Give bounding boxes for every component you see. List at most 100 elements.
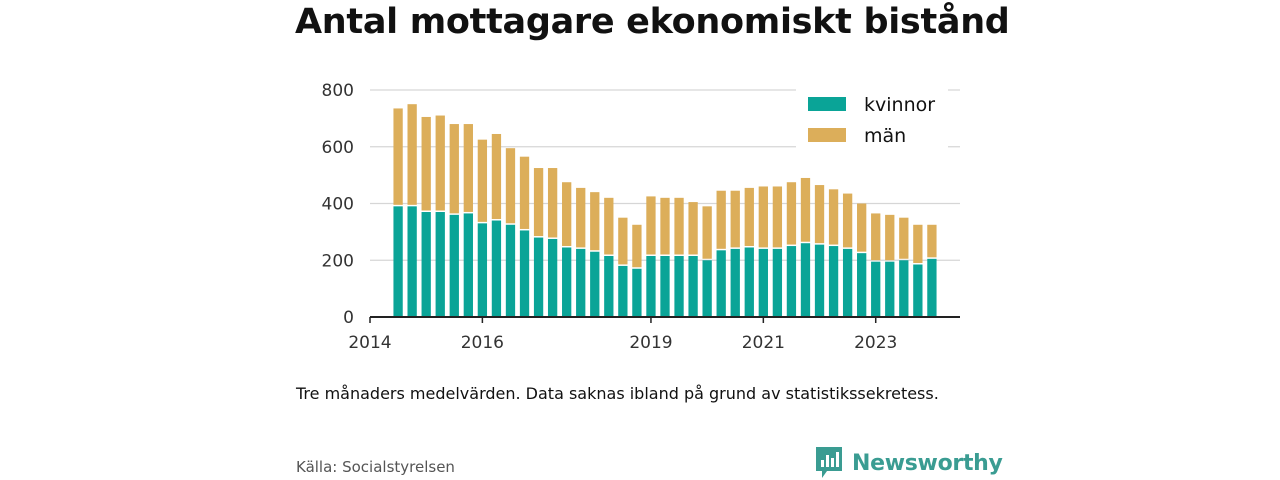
source-label: Källa: Socialstyrelsen xyxy=(296,458,455,476)
bar-man xyxy=(632,225,641,267)
bar-man xyxy=(562,182,571,246)
bar-man xyxy=(464,124,473,212)
bar-man xyxy=(745,188,754,246)
bar-kvinnor xyxy=(534,238,543,317)
bar-kvinnor xyxy=(506,225,515,317)
y-tick-label: 200 xyxy=(322,251,354,271)
legend-swatch xyxy=(808,128,846,142)
bar-kvinnor xyxy=(590,252,599,317)
bar-man xyxy=(787,182,796,244)
bar-man xyxy=(492,134,501,219)
y-tick-label: 800 xyxy=(322,81,354,101)
bar-kvinnor xyxy=(548,239,557,317)
bar-man xyxy=(688,202,697,254)
bar-kvinnor xyxy=(436,212,445,317)
brand-logo[interactable]: Newsworthy xyxy=(814,446,1003,480)
y-axis: 0 200 400 600 800 xyxy=(322,81,354,328)
bar-man xyxy=(717,191,726,249)
bar-kvinnor xyxy=(393,206,402,317)
bar-kvinnor xyxy=(773,249,782,317)
legend: kvinnor män xyxy=(796,88,948,148)
brand-name: Newsworthy xyxy=(852,451,1003,476)
x-tick-label: 2023 xyxy=(854,333,897,353)
bar-man xyxy=(393,108,402,204)
bar-kvinnor xyxy=(688,256,697,317)
bar-man xyxy=(436,116,445,211)
chart-note: Tre månaders medelvärden. Data saknas ib… xyxy=(296,384,939,403)
legend-swatch xyxy=(808,97,846,111)
bar-man xyxy=(702,206,711,258)
bar-kvinnor xyxy=(618,266,627,317)
bar-kvinnor xyxy=(843,249,852,317)
bar-man xyxy=(857,204,866,252)
bar-man xyxy=(913,225,922,263)
bar-kvinnor xyxy=(787,246,796,317)
x-axis: 2014 2016 2019 2021 2023 xyxy=(348,317,960,353)
x-tick-label: 2014 xyxy=(348,333,391,353)
bar-kvinnor xyxy=(871,262,880,317)
bar-man xyxy=(450,124,459,213)
bar-man xyxy=(604,198,613,255)
bar-kvinnor xyxy=(604,256,613,317)
x-tick-label: 2021 xyxy=(742,333,785,353)
bar-man xyxy=(422,117,431,211)
bar-kvinnor xyxy=(660,256,669,317)
bar-man xyxy=(506,148,515,223)
bar-man xyxy=(773,186,782,247)
bar-kvinnor xyxy=(646,256,655,317)
bar-kvinnor xyxy=(478,223,487,317)
bar-man xyxy=(618,218,627,265)
bar-kvinnor xyxy=(801,243,810,317)
bar-kvinnor xyxy=(492,221,501,317)
bar-man xyxy=(407,104,416,205)
bar-kvinnor xyxy=(731,249,740,317)
bar-kvinnor xyxy=(450,215,459,317)
bar-kvinnor xyxy=(702,260,711,317)
bar-man xyxy=(801,178,810,242)
bar-man xyxy=(646,196,655,254)
bar-kvinnor xyxy=(717,250,726,317)
bar-man xyxy=(843,194,852,248)
bar-kvinnor xyxy=(927,259,936,317)
y-tick-label: 600 xyxy=(322,138,354,158)
legend-label: kvinnor xyxy=(864,94,935,116)
bar-man xyxy=(815,185,824,243)
bar-man xyxy=(927,225,936,258)
bar-kvinnor xyxy=(815,245,824,317)
bar-man xyxy=(899,218,908,259)
x-tick-label: 2016 xyxy=(461,333,504,353)
bar-kvinnor xyxy=(632,269,641,317)
stacked-bar-chart: 0 200 400 600 800 2014 2016 2019 2021 2023 kvinn… xyxy=(0,0,1280,480)
bar-kvinnor xyxy=(576,249,585,317)
bar-kvinnor xyxy=(899,260,908,317)
bar-man xyxy=(885,215,894,260)
bar-kvinnor xyxy=(745,247,754,317)
bar-kvinnor xyxy=(464,213,473,317)
bar-man xyxy=(590,192,599,250)
newsworthy-logo-icon xyxy=(814,446,844,480)
bar-man xyxy=(731,191,740,248)
bar-kvinnor xyxy=(885,262,894,317)
bar-kvinnor xyxy=(520,230,529,317)
y-tick-label: 400 xyxy=(322,195,354,215)
y-tick-label: 0 xyxy=(343,308,354,328)
bar-man xyxy=(520,157,529,229)
legend-label: män xyxy=(864,125,906,147)
bar-man xyxy=(829,189,838,244)
bar-kvinnor xyxy=(759,249,768,317)
bar-man xyxy=(478,140,487,222)
bar-kvinnor xyxy=(562,247,571,317)
bar-kvinnor xyxy=(829,246,838,317)
bar-man xyxy=(871,213,880,260)
x-tick-label: 2019 xyxy=(629,333,672,353)
bar-kvinnor xyxy=(407,206,416,317)
bar-man xyxy=(674,198,683,255)
bar-kvinnor xyxy=(913,265,922,317)
bar-kvinnor xyxy=(422,212,431,317)
bar-man xyxy=(548,168,557,237)
bar-man xyxy=(759,186,768,247)
bar-man xyxy=(534,168,543,236)
bar-kvinnor xyxy=(857,253,866,317)
bar-kvinnor xyxy=(674,256,683,317)
bar-man xyxy=(576,188,585,248)
